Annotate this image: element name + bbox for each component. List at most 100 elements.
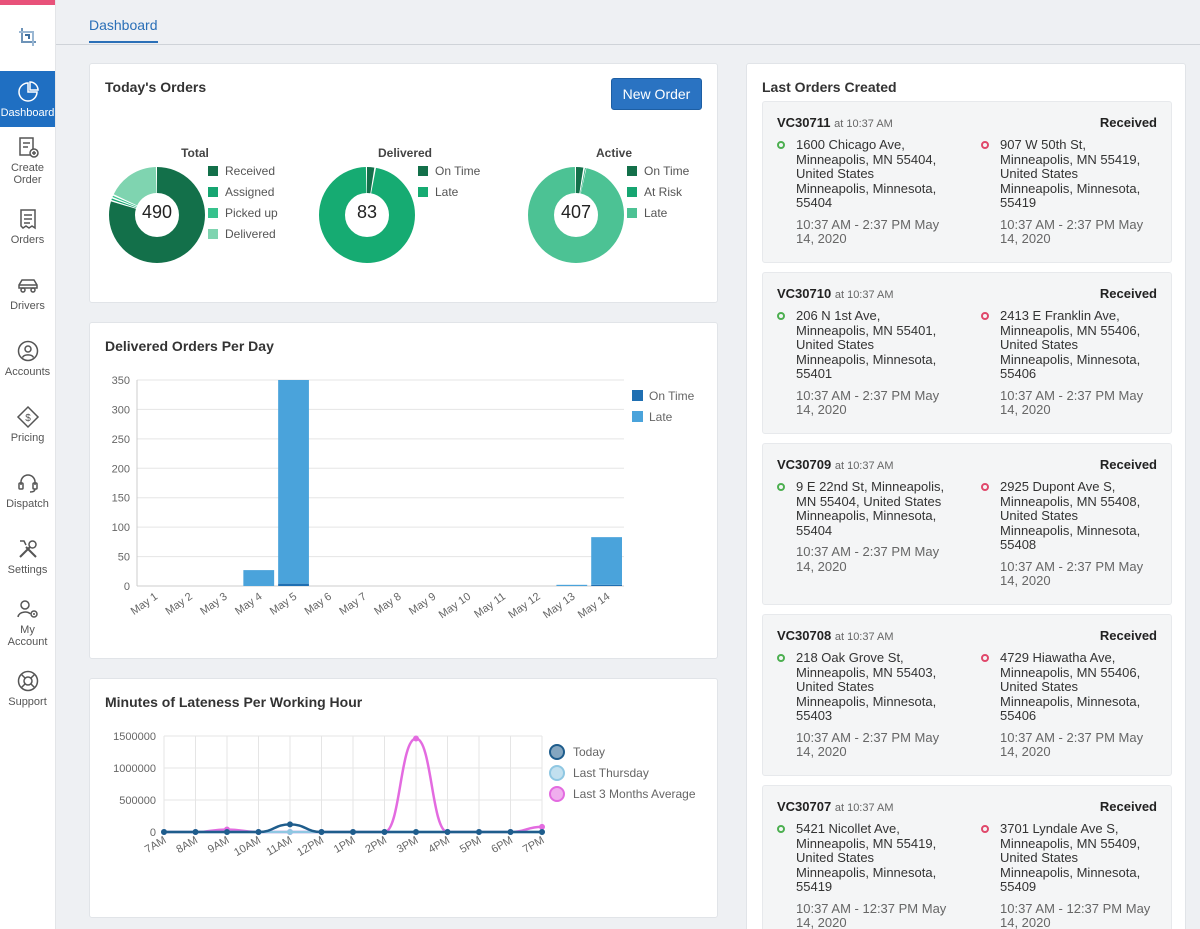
dropoff-window: 10:37 AM - 2:37 PM May 14, 2020 bbox=[1000, 729, 1144, 759]
lateness-card: Minutes of Lateness Per Working Hour 0 50… bbox=[89, 678, 718, 918]
app-logo[interactable] bbox=[0, 5, 55, 71]
donut-segment-late[interactable] bbox=[319, 167, 415, 263]
lateness-line-chart: 0 500000 1000000 1500000 7AM 8AM 9AM 10AM 11AM 12… bbox=[113, 731, 696, 859]
legend-swatch bbox=[208, 186, 218, 197]
donut-segment-on-time[interactable] bbox=[528, 167, 624, 263]
x-tick-label: 10AM bbox=[232, 834, 263, 859]
order-created-time: at 10:37 AM bbox=[834, 118, 893, 130]
donut-legend: On Time Late bbox=[418, 160, 480, 202]
legend-item[interactable]: Assigned bbox=[208, 181, 278, 202]
legend-swatch bbox=[632, 390, 643, 401]
order-id[interactable]: VC30707 at 10:37 AM bbox=[777, 799, 894, 814]
legend-item[interactable]: Late bbox=[627, 202, 689, 223]
x-tick-label: May 7 bbox=[337, 591, 368, 618]
sidebar-item-dispatch[interactable]: Dispatch bbox=[0, 457, 55, 523]
dropoff-address: 3701 Lyndale Ave S, Minneapolis, MN 5540… bbox=[1000, 821, 1141, 865]
legend-swatch bbox=[632, 411, 643, 422]
pickup-dot-icon bbox=[777, 654, 785, 662]
sidebar-item-create-order[interactable]: Create Order bbox=[0, 127, 55, 193]
legend-swatch bbox=[627, 207, 637, 218]
sidebar-item-my-account[interactable]: My Account bbox=[0, 589, 55, 655]
series-point bbox=[444, 829, 451, 835]
legend-swatch bbox=[549, 786, 565, 802]
sidebar-item-dashboard[interactable]: Dashboard bbox=[0, 71, 55, 127]
legend-swatch bbox=[208, 207, 218, 218]
dropoff-dot-icon bbox=[981, 483, 989, 491]
donut-ring bbox=[109, 167, 205, 263]
sidebar-item-accounts[interactable]: Accounts bbox=[0, 325, 55, 391]
legend-item[interactable]: On Time bbox=[627, 160, 689, 181]
order-card[interactable]: VC30707 at 10:37 AM Received 5421 Nicollet… bbox=[762, 785, 1172, 929]
donut-legend: On Time At Risk Late bbox=[627, 160, 689, 223]
new-order-button[interactable]: New Order bbox=[611, 78, 702, 110]
order-id[interactable]: VC30708 at 10:37 AM bbox=[777, 628, 894, 643]
donut-segment-on-time[interactable] bbox=[319, 167, 415, 263]
x-tick-label: May 5 bbox=[268, 591, 299, 618]
x-tick-label: 12PM bbox=[295, 834, 326, 859]
sidebar-item-label: Orders bbox=[10, 233, 45, 246]
legend-item[interactable]: Delivered bbox=[208, 223, 278, 244]
dropoff-address: 4729 Hiawatha Ave, Minneapolis, MN 55406… bbox=[1000, 650, 1141, 694]
donut-legend: Received Assigned Picked up Delivered bbox=[208, 160, 278, 244]
donut-segment-late[interactable] bbox=[528, 167, 624, 263]
sidebar-item-label: Drivers bbox=[10, 299, 45, 312]
x-tick-label: 6PM bbox=[489, 834, 515, 856]
sidebar-item-label: Pricing bbox=[10, 431, 45, 444]
create-order-icon bbox=[18, 136, 39, 158]
y-tick-label: 50 bbox=[118, 552, 130, 564]
order-card[interactable]: VC30708 at 10:37 AM Received 218 Oak Grove… bbox=[762, 614, 1172, 776]
dropoff-dot-icon bbox=[981, 654, 989, 662]
tab-dashboard[interactable]: Dashboard bbox=[89, 17, 158, 43]
donut-delivered: Delivered 83 On Time Late bbox=[315, 146, 515, 286]
bar-late bbox=[278, 380, 309, 584]
pickup-address: 5421 Nicollet Ave, Minneapolis, MN 55419… bbox=[796, 821, 937, 865]
sidebar-item-settings[interactable]: Settings bbox=[0, 523, 55, 589]
donut-ring bbox=[528, 167, 624, 263]
x-tick-label: 1PM bbox=[332, 834, 358, 856]
legend-swatch bbox=[208, 165, 218, 176]
delivered-chart-title: Delivered Orders Per Day bbox=[105, 338, 274, 354]
lifebuoy-icon bbox=[17, 670, 38, 691]
receipt-icon bbox=[19, 208, 36, 229]
logo-icon bbox=[18, 28, 36, 46]
pickup-dot-icon bbox=[777, 141, 785, 149]
brand-accent-bar bbox=[0, 0, 55, 5]
order-card[interactable]: VC30711 at 10:37 AM Received 1600 Chicago … bbox=[762, 101, 1172, 263]
car-icon bbox=[17, 278, 38, 293]
pie-chart-icon bbox=[17, 80, 39, 102]
pickup-info: 1600 Chicago Ave, Minneapolis, MN 55404,… bbox=[777, 137, 947, 247]
user-gear-icon bbox=[16, 599, 38, 618]
legend-item[interactable]: Picked up bbox=[208, 202, 278, 223]
legend-item[interactable]: Late bbox=[418, 181, 480, 202]
donut-title: Total bbox=[181, 146, 209, 160]
order-id[interactable]: VC30709 at 10:37 AM bbox=[777, 457, 894, 472]
x-tick-label: 9AM bbox=[206, 834, 232, 856]
dropoff-window: 10:37 AM - 2:37 PM May 14, 2020 bbox=[1000, 558, 1144, 588]
sidebar-item-label: Create Order bbox=[10, 161, 45, 186]
sidebar-item-pricing[interactable]: $ Pricing bbox=[0, 391, 55, 457]
price-tag-icon: $ bbox=[16, 405, 39, 428]
y-tick-label: 500000 bbox=[119, 795, 156, 807]
bar-on-time bbox=[278, 583, 309, 586]
legend-item[interactable]: Received bbox=[208, 160, 278, 181]
dropoff-address: 907 W 50th St, Minneapolis, MN 55419, Un… bbox=[1000, 137, 1141, 181]
legend-label: Late bbox=[649, 410, 673, 424]
legend-item[interactable]: At Risk bbox=[627, 181, 689, 202]
dropoff-address: 2925 Dupont Ave S, Minneapolis, MN 55408… bbox=[1000, 479, 1141, 523]
sidebar-item-drivers[interactable]: Drivers bbox=[0, 259, 55, 325]
legend-item[interactable]: On Time bbox=[418, 160, 480, 181]
series-point bbox=[413, 735, 419, 742]
sidebar-item-orders[interactable]: Orders bbox=[0, 193, 55, 259]
order-card[interactable]: VC30710 at 10:37 AM Received 206 N 1st Ave… bbox=[762, 272, 1172, 434]
donut-segment-received[interactable] bbox=[109, 167, 205, 263]
order-id[interactable]: VC30710 at 10:37 AM bbox=[777, 286, 894, 301]
pickup-window: 10:37 AM - 2:37 PM May 14, 2020 bbox=[796, 544, 940, 574]
delivered-orders-card: Delivered Orders Per Day 0 50 100 150 200 250… bbox=[89, 322, 718, 659]
sidebar-item-support[interactable]: Support bbox=[0, 655, 55, 721]
pickup-city: Minneapolis, Minnesota, 55419 bbox=[796, 864, 937, 894]
legend-label: Received bbox=[225, 163, 276, 178]
order-id[interactable]: VC30711 at 10:37 AM bbox=[777, 115, 893, 130]
order-card[interactable]: VC30709 at 10:37 AM Received 9 E 22nd St, … bbox=[762, 443, 1172, 605]
pickup-address: 206 N 1st Ave, Minneapolis, MN 55401, Un… bbox=[796, 308, 937, 352]
